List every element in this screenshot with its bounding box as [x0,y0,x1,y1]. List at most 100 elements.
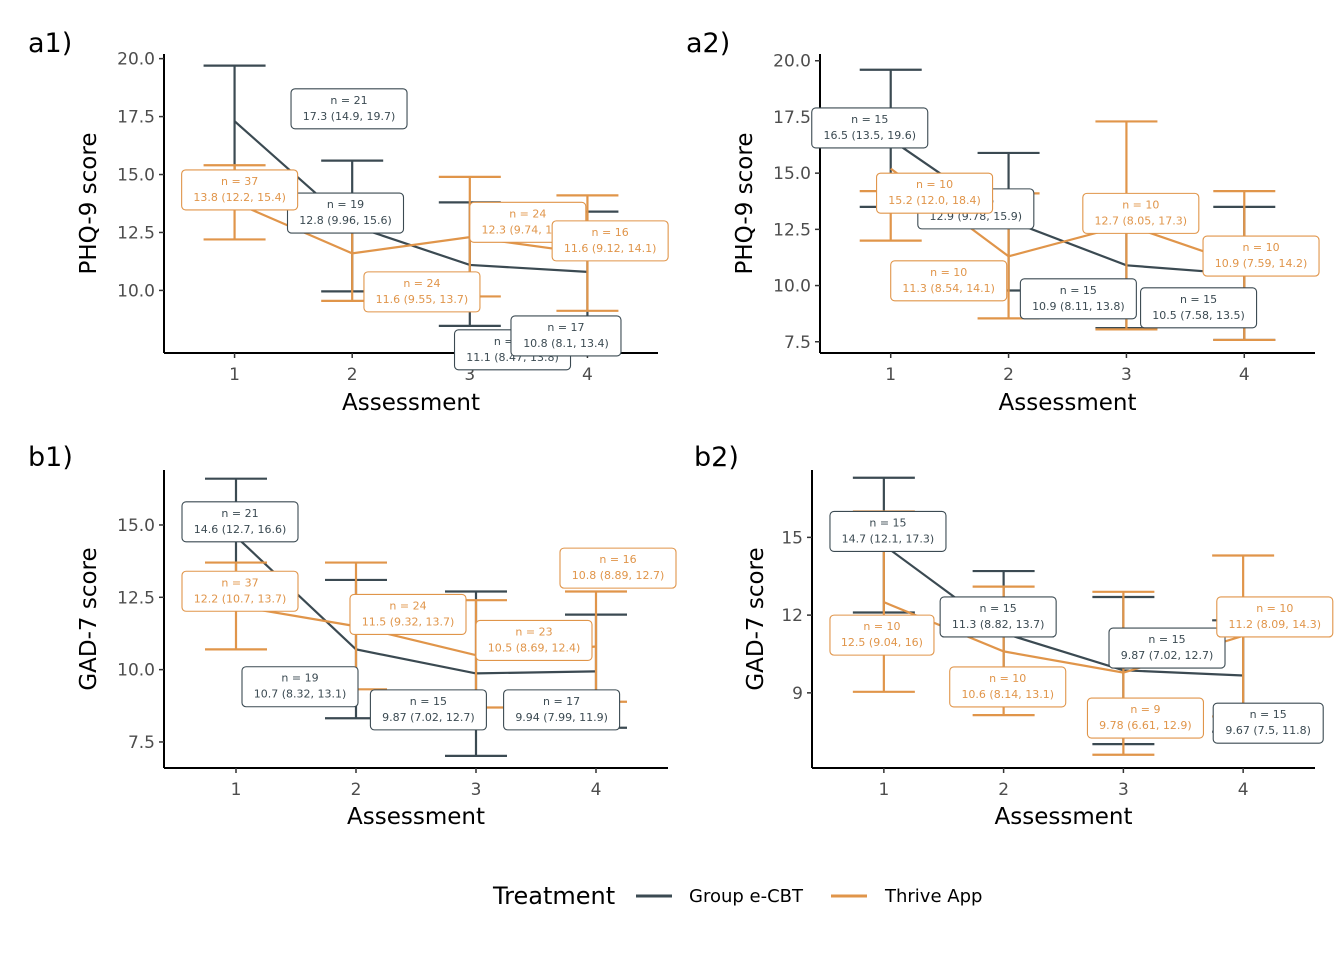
data-label-thrive: n = 10 10.6 (8.14, 13.1) [949,666,1067,708]
data-label-n: n = 15 [980,602,1017,615]
data-label-ci: 10.5 (7.58, 13.5) [1152,309,1245,322]
data-label-n: n = 10 [863,620,900,633]
data-label-ci: 15.2 (12.0, 18.4) [888,194,981,207]
data-label-box [876,172,994,214]
data-label-ci: 10.6 (8.14, 13.1) [961,688,1054,701]
data-label-group: n = 15 16.5 (13.5, 19.6) [811,107,929,149]
legend-label-group: Group e-CBT [689,886,804,907]
data-label-box [369,689,487,731]
data-label-n: n = 17 [543,695,580,708]
data-label-group: n = 17 9.94 (7.99, 11.9) [503,689,621,731]
data-label-n: n = 10 [916,178,953,191]
x-tick-label: 3 [1121,365,1132,385]
y-tick-label: 20.0 [117,50,155,70]
panel-tag-a1: a1) [28,28,72,59]
x-tick-label: 4 [1239,365,1250,385]
data-label-group: n = 15 9.87 (7.02, 12.7) [1108,627,1226,669]
y-tick-label: 12.5 [773,220,811,240]
x-tick-label: 4 [1238,780,1249,800]
x-tick-label: 3 [471,780,482,800]
panels: a1)10.012.515.017.520.01 2 3 4AssessmentPHQ… [28,28,1334,830]
data-label-ci: 11.6 (9.12, 14.1) [564,242,657,255]
data-label-box [363,271,481,313]
data-label-ci: 10.8 (8.89, 12.7) [572,569,665,582]
data-label-ci: 17.3 (14.9, 19.7) [303,110,396,123]
data-label-box [811,107,929,149]
data-label-n: n = 15 [851,113,888,126]
data-label-n: n = 15 [1250,708,1287,721]
x-tick-label: 3 [464,365,475,385]
x-tick-label: 4 [582,365,593,385]
data-label-n: n = 21 [330,94,367,107]
data-label-box [949,666,1067,708]
data-label-box [475,619,593,661]
data-label-box [241,666,359,708]
data-label-ci: 10.7 (8.32, 13.1) [254,688,347,701]
data-label-thrive: n = 16 10.8 (8.89, 12.7) [559,547,677,589]
data-label-thrive: n = 37 12.2 (10.7, 13.7) [181,570,299,612]
data-label-ci: 9.87 (7.02, 12.7) [1121,649,1214,662]
data-label-ci: 11.3 (8.82, 13.7) [952,618,1045,631]
data-label-ci: 12.8 (9.96, 15.6) [299,214,392,227]
data-label-n: n = 16 [599,553,636,566]
data-label-ci: 10.9 (7.59, 14.2) [1215,257,1308,270]
y-tick-label: 7.5 [128,733,155,753]
y-tick-label: 20.0 [773,52,811,72]
data-label-n: n = 24 [389,599,426,612]
data-label-ci: 14.7 (12.1, 17.3) [842,532,935,545]
x-axis-title: Assessment [995,804,1133,830]
data-label-ci: 10.5 (8.69, 12.4) [488,641,581,654]
data-label-ci: 9.78 (6.61, 12.9) [1099,719,1192,732]
data-label-group: n = 21 17.3 (14.9, 19.7) [290,88,408,130]
data-label-ci: 12.7 (8.05, 17.3) [1095,214,1188,227]
data-label-n: n = 10 [930,266,967,279]
x-tick-label: 2 [998,780,1009,800]
x-tick-label: 1 [885,365,896,385]
data-label-box [503,689,621,731]
data-label-thrive: n = 16 11.6 (9.12, 14.1) [551,220,669,262]
data-label-thrive: n = 9 9.78 (6.61, 12.9) [1086,697,1205,739]
data-label-thrive: n = 10 15.2 (12.0, 18.4) [876,172,994,214]
y-tick-label: 12.5 [117,223,155,243]
data-label-ci: 9.87 (7.02, 12.7) [382,711,475,724]
y-tick-label: 10.0 [117,281,155,301]
y-tick-label: 10.0 [117,661,155,681]
data-label-thrive: n = 10 12.5 (9.04, 16) [829,614,935,656]
data-label-box [1212,702,1324,744]
data-label-ci: 11.6 (9.55, 13.7) [376,293,469,306]
data-label-ci: 10.8 (8.1, 13.4) [523,337,609,350]
legend: Treatment Group e-CBT Thrive App [492,882,982,910]
panel-tag-b2: b2) [694,442,739,473]
y-tick-label: 15 [781,528,803,548]
data-label-ci: 11.5 (9.32, 13.7) [362,615,455,628]
error-bar-group [203,64,266,178]
data-label-box [890,260,1008,302]
data-label-box [829,614,935,656]
data-label-ci: 9.67 (7.5, 11.8) [1225,724,1311,737]
data-label-box [286,192,405,234]
y-axis-title: GAD-7 score [76,547,102,690]
data-label-box [829,510,947,553]
data-label-box [349,593,467,635]
data-label-ci: 9.94 (7.99, 11.9) [515,711,608,724]
data-label-n: n = 17 [547,321,584,334]
data-label-ci: 12.5 (9.04, 16) [841,636,923,649]
data-label-thrive: n = 37 13.8 (12.2, 15.4) [181,169,299,211]
data-label-ci: 13.8 (12.2, 15.4) [193,191,286,204]
data-label-ci: 10.9 (8.11, 13.8) [1032,300,1125,313]
x-tick-label: 3 [1118,780,1129,800]
data-label-group: n = 15 14.7 (12.1, 17.3) [829,510,947,553]
x-tick-label: 2 [351,780,362,800]
data-label-n: n = 15 [1180,293,1217,306]
y-axis-title: PHQ-9 score [76,133,102,275]
data-label-box [1082,192,1200,234]
panel-b1: b1) 7.5 10.0 12.5 15.0 1 2 3 4 Assessment GAD-7 sc… [28,442,677,830]
data-label-n: n = 24 [403,277,440,290]
data-label-ci: 12.3 (9.74, 14.9) [482,223,575,236]
data-label-ci: 12.2 (10.7, 13.7) [194,592,287,605]
data-label-box [1202,235,1320,277]
data-label-thrive: n = 10 11.2 (8.09, 14.3) [1216,596,1334,638]
data-label-thrive: n = 10 12.7 (8.05, 17.3) [1082,192,1200,234]
